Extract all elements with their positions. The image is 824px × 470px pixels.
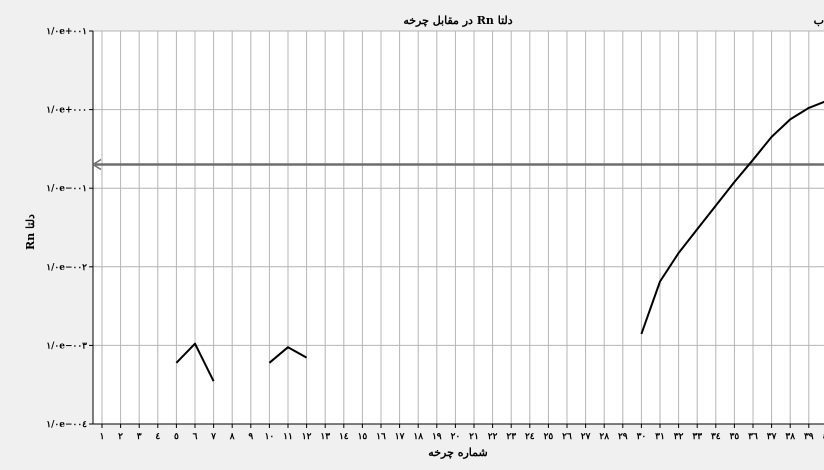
y-tick-label: ۱/۰e−۰۰۱ <box>46 184 87 194</box>
x-tick-label: ۱٦ <box>376 432 386 442</box>
y-tick-label: ۱/۰e+۰۰۰ <box>46 106 87 116</box>
series-line-3 <box>640 100 824 335</box>
y-tick-label: ۱/۰e−۰۰۲ <box>46 263 87 273</box>
x-tick-label: ۱۳ <box>320 432 330 442</box>
x-tick-label: ۳۳ <box>692 432 702 442</box>
x-tick-label: ۱ <box>100 432 105 442</box>
x-tick-label: ۲٧ <box>581 432 591 442</box>
x-tick-label: ۲٥ <box>544 432 554 442</box>
chart-title: دلتا Rn در مقابل چرخه <box>403 14 512 27</box>
x-tick-label: ۳ <box>137 432 142 442</box>
x-tick-label: ۱۰ <box>265 432 275 442</box>
x-tick-label: ۱۲ <box>302 432 312 442</box>
x-tick-label: ٤ <box>155 432 160 442</box>
x-tick-label: ٦ <box>193 432 198 442</box>
x-tick-label: ۳٤ <box>711 432 721 442</box>
grid <box>93 30 824 425</box>
x-tick-label: ٩ <box>248 432 253 442</box>
y-axis: ۱/۰e+۰۰۱ ۱/۰e+۰۰۰ ۱/۰e−۰۰۱ ۱/۰e−۰۰۲ ۱/۰e−۰۰۳… <box>46 27 94 430</box>
x-tick-label: ۱٧ <box>395 432 405 442</box>
x-tick-label: ۲۰ <box>451 432 461 442</box>
x-axis: ۱ ۲ ۳ ٤ ٥ ٦ ٧ ٨ ٩ ۱۰ ۱۱ ۱۲ ۱۳ ۱٤ ۱٥ ۱٦ ۱٧ ۱٨ ۱٩ ۲۰ ۲۱ ۲۲ ۲۳ ۲٤ ۲… <box>93 423 824 442</box>
x-tick-label: ۳۲ <box>674 432 684 442</box>
x-tick-label: ۳٧ <box>767 432 777 442</box>
x-tick-label: ۳٩ <box>804 432 814 442</box>
x-tick-label: ۲٨ <box>599 432 609 442</box>
y-tick-label: ۱/۰e−۰۰٤ <box>46 420 87 430</box>
x-tick-label: ۳۰ <box>637 432 647 442</box>
x-tick-label: ۳٥ <box>730 432 740 442</box>
plot-background <box>93 31 824 424</box>
x-tick-label: ۲۳ <box>506 432 516 442</box>
y-axis-label: دلتا Rn <box>24 214 37 250</box>
x-tick-label: ۲۱ <box>469 432 479 442</box>
series-line-1 <box>175 342 215 382</box>
x-tick-label: ٨ <box>229 432 235 442</box>
threshold-line <box>91 158 824 171</box>
y-tick-label: ۱/۰e−۰۰۳ <box>46 341 87 351</box>
x-tick-label: ۱٤ <box>339 432 349 442</box>
x-tick-label: ۱۱ <box>283 432 293 442</box>
plot-area: ۱/۰e+۰۰۱ ۱/۰e+۰۰۰ ۱/۰e−۰۰۱ ۱/۰e−۰۰۲ ۱/۰e−۰۰۳… <box>46 27 824 442</box>
x-tick-label: ۳٨ <box>785 432 795 442</box>
x-axis-label: شماره چرخه <box>428 446 487 459</box>
x-tick-label: ۳٦ <box>748 432 758 442</box>
x-tick-label: ۳۱ <box>655 432 665 442</box>
x-tick-label: ۲٤ <box>525 432 535 442</box>
corner-text: ب <box>814 14 824 27</box>
x-tick-label: ۲٩ <box>618 432 628 442</box>
x-tick-label: ۲۲ <box>488 432 498 442</box>
x-tick-label: ٤۰ <box>823 432 824 442</box>
y-tick-label: ۱/۰e+۰۰۱ <box>46 27 87 37</box>
x-tick-label: ۲ <box>118 432 123 442</box>
x-tick-label: ٥ <box>174 432 179 442</box>
x-tick-label: ۱٩ <box>432 432 442 442</box>
x-tick-label: ۱٥ <box>358 432 368 442</box>
x-tick-label: ۱٨ <box>413 432 423 442</box>
threshold-arrow-icon[interactable] <box>91 158 102 171</box>
series-lines <box>175 100 824 382</box>
x-tick-label: ٧ <box>210 432 216 442</box>
series-line-2 <box>268 346 308 364</box>
x-tick-label: ۲٦ <box>562 432 572 442</box>
